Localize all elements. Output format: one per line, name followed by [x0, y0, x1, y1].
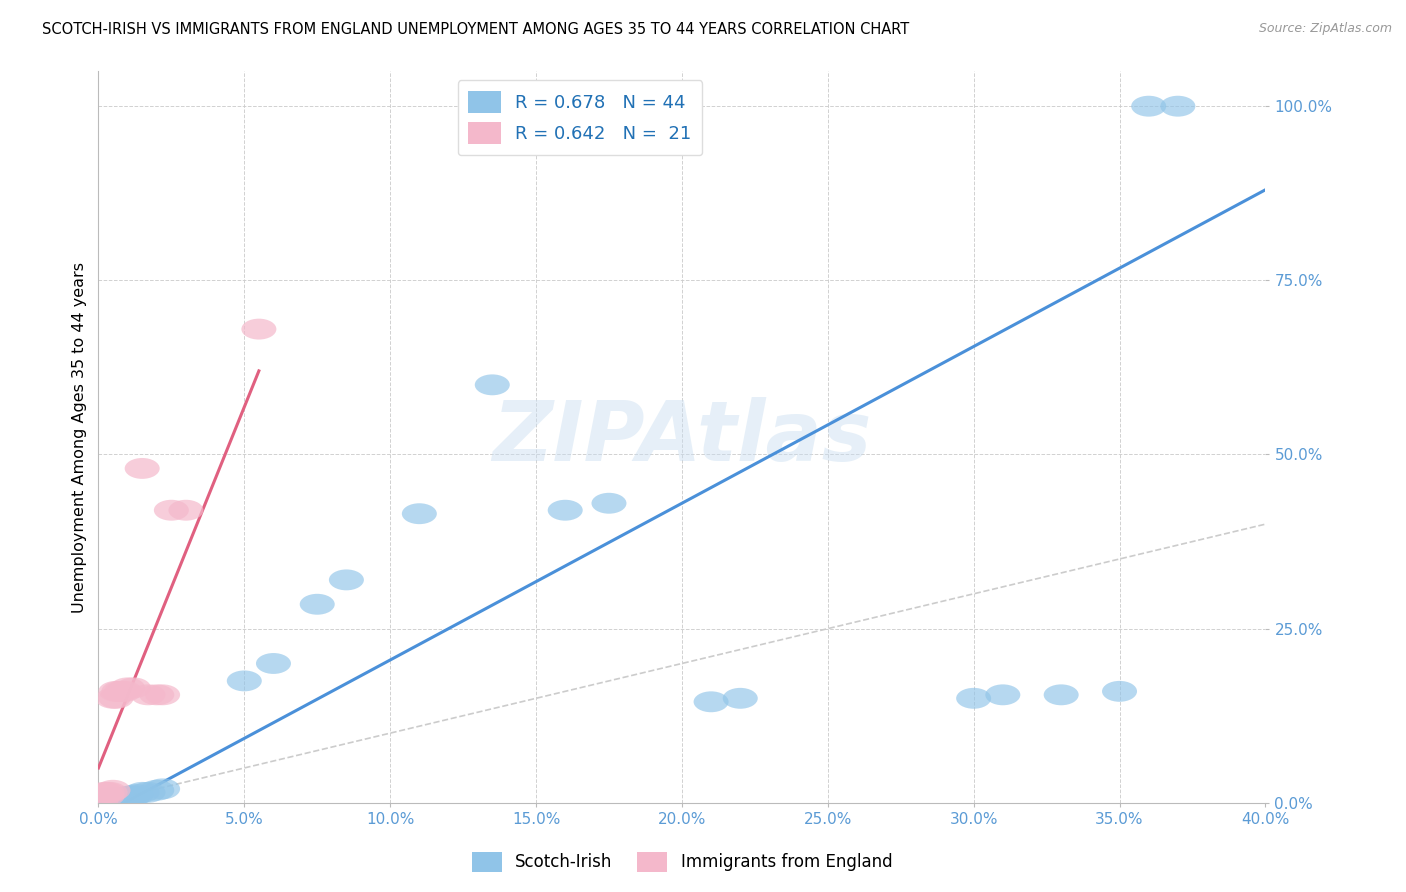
Y-axis label: Unemployment Among Ages 35 to 44 years: Unemployment Among Ages 35 to 44 years [72, 261, 87, 613]
Text: ZIPAtlas: ZIPAtlas [492, 397, 872, 477]
Legend: Scotch-Irish, Immigrants from England: Scotch-Irish, Immigrants from England [465, 845, 898, 879]
Text: SCOTCH-IRISH VS IMMIGRANTS FROM ENGLAND UNEMPLOYMENT AMONG AGES 35 TO 44 YEARS C: SCOTCH-IRISH VS IMMIGRANTS FROM ENGLAND … [42, 22, 910, 37]
Text: Source: ZipAtlas.com: Source: ZipAtlas.com [1258, 22, 1392, 36]
